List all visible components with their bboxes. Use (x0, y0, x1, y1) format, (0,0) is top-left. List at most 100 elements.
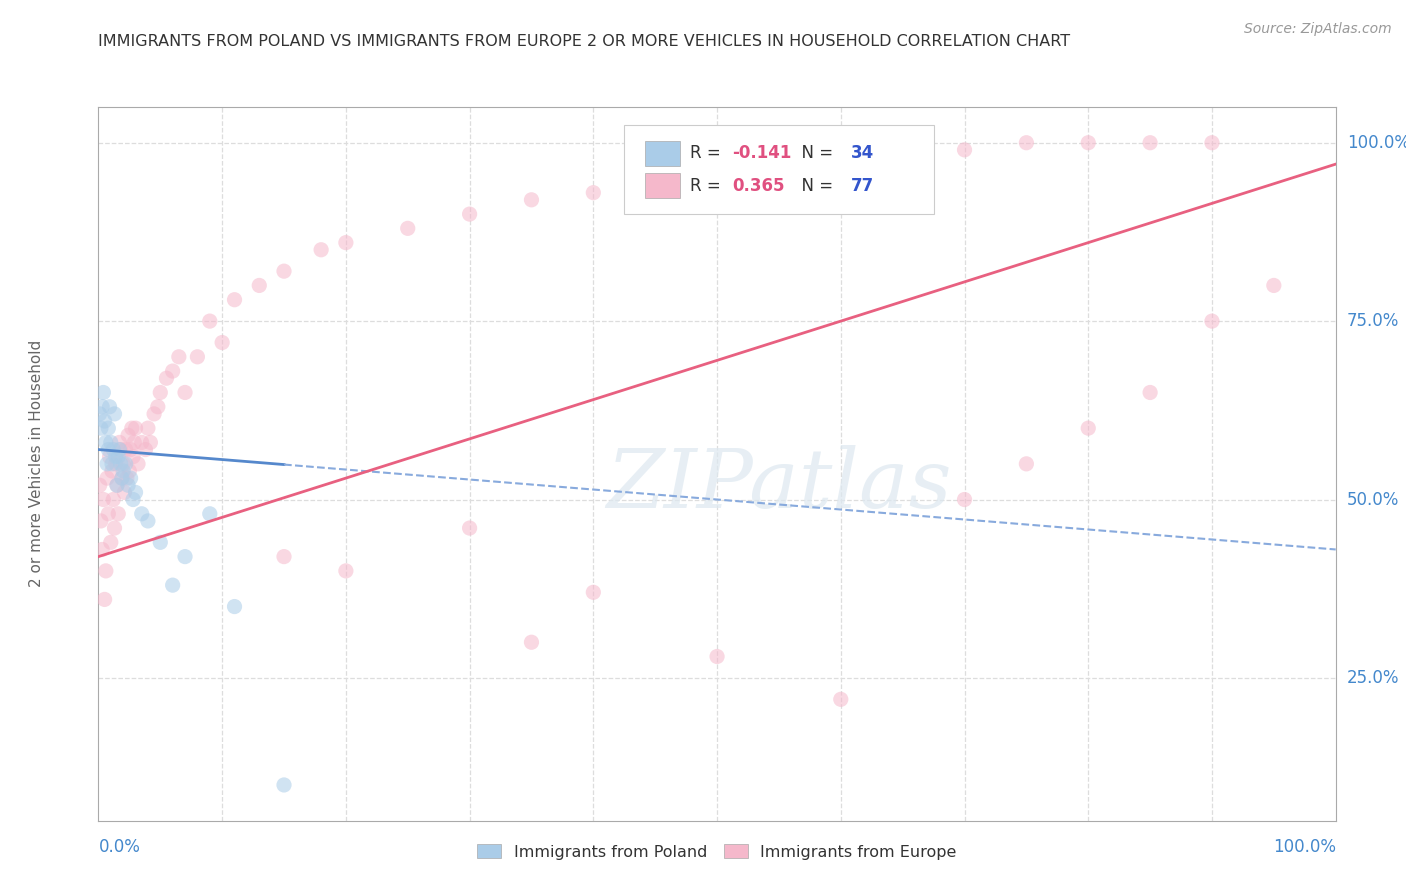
Point (335, 235, 357, 250)
Point (211, 335, 233, 350)
Point (98, 400, 121, 414)
Point (111, 471, 134, 485)
Point (1263, 278, 1285, 293)
Text: 50.0%: 50.0% (1347, 491, 1399, 508)
Point (96, 471, 118, 485)
Point (134, 442, 156, 457)
Point (108, 435, 131, 450)
Point (120, 471, 142, 485)
Point (1201, 314, 1223, 328)
Point (104, 457, 127, 471)
Point (131, 507, 153, 521)
Point (93, 492, 115, 507)
Point (105, 478, 128, 492)
Point (136, 421, 159, 435)
Point (103, 492, 125, 507)
Point (108, 442, 131, 457)
Point (105, 478, 128, 492)
Point (768, 164, 790, 178)
Point (112, 457, 135, 471)
Point (124, 421, 146, 435)
Text: 75.0%: 75.0% (1347, 312, 1399, 330)
FancyBboxPatch shape (645, 173, 681, 198)
Point (96, 457, 118, 471)
Point (830, 692, 852, 706)
Point (91, 400, 114, 414)
Point (93, 385, 115, 400)
Text: 100.0%: 100.0% (1272, 838, 1336, 856)
Point (149, 535, 172, 549)
Point (104, 450, 127, 464)
Point (127, 457, 149, 471)
Point (335, 564, 357, 578)
Point (143, 407, 166, 421)
Text: ZIPatlas: ZIPatlas (606, 445, 952, 525)
Text: Source: ZipAtlas.com: Source: ZipAtlas.com (1244, 22, 1392, 37)
Text: R =: R = (690, 145, 725, 162)
Point (97, 442, 120, 457)
Point (149, 385, 172, 400)
Point (891, 150, 914, 164)
Point (1077, 136, 1099, 150)
Point (111, 471, 134, 485)
Point (100, 435, 122, 450)
Point (100, 535, 122, 549)
Point (103, 521, 125, 535)
Text: 100.0%: 100.0% (1347, 134, 1406, 152)
Point (247, 278, 270, 293)
Point (309, 243, 332, 257)
Point (146, 400, 169, 414)
Point (103, 442, 125, 457)
Text: 25.0%: 25.0% (1347, 669, 1399, 687)
Point (110, 457, 132, 471)
Point (112, 464, 135, 478)
Point (91, 542, 114, 557)
Point (396, 221, 419, 235)
Point (114, 442, 136, 457)
FancyBboxPatch shape (645, 141, 681, 166)
Point (98, 450, 121, 464)
Text: IMMIGRANTS FROM POLAND VS IMMIGRANTS FROM EUROPE 2 OR MORE VEHICLES IN HOUSEHOLD: IMMIGRANTS FROM POLAND VS IMMIGRANTS FRO… (98, 34, 1070, 49)
Point (520, 193, 543, 207)
Point (110, 442, 132, 457)
Point (97, 507, 120, 521)
Text: 0.0%: 0.0% (98, 838, 141, 856)
Point (122, 450, 145, 464)
Point (103, 407, 125, 421)
Text: 34: 34 (851, 145, 875, 162)
Point (273, 264, 295, 278)
Text: 2 or more Vehicles in Household: 2 or more Vehicles in Household (30, 340, 44, 588)
Point (124, 485, 146, 500)
Point (122, 492, 145, 507)
Point (155, 371, 177, 385)
Point (90, 421, 112, 435)
Point (94, 435, 117, 450)
Point (520, 635, 543, 649)
FancyBboxPatch shape (624, 125, 934, 214)
Point (139, 435, 162, 450)
Point (93, 414, 115, 428)
Point (118, 464, 141, 478)
Point (198, 507, 221, 521)
Point (198, 314, 221, 328)
Point (162, 578, 184, 592)
Point (830, 157, 852, 171)
Text: N =: N = (792, 177, 838, 194)
Point (1015, 457, 1038, 471)
Text: 0.365: 0.365 (733, 177, 785, 194)
Point (1077, 421, 1099, 435)
Legend: Immigrants from Poland, Immigrants from Europe: Immigrants from Poland, Immigrants from … (471, 838, 963, 866)
Point (1139, 136, 1161, 150)
Point (186, 350, 208, 364)
Point (120, 442, 142, 457)
Point (107, 507, 129, 521)
Point (167, 350, 190, 364)
Point (117, 478, 139, 492)
Point (114, 457, 136, 471)
Point (162, 364, 184, 378)
Point (953, 492, 976, 507)
Point (644, 178, 666, 193)
Text: N =: N = (792, 145, 838, 162)
Text: R =: R = (690, 177, 725, 194)
Point (101, 457, 124, 471)
